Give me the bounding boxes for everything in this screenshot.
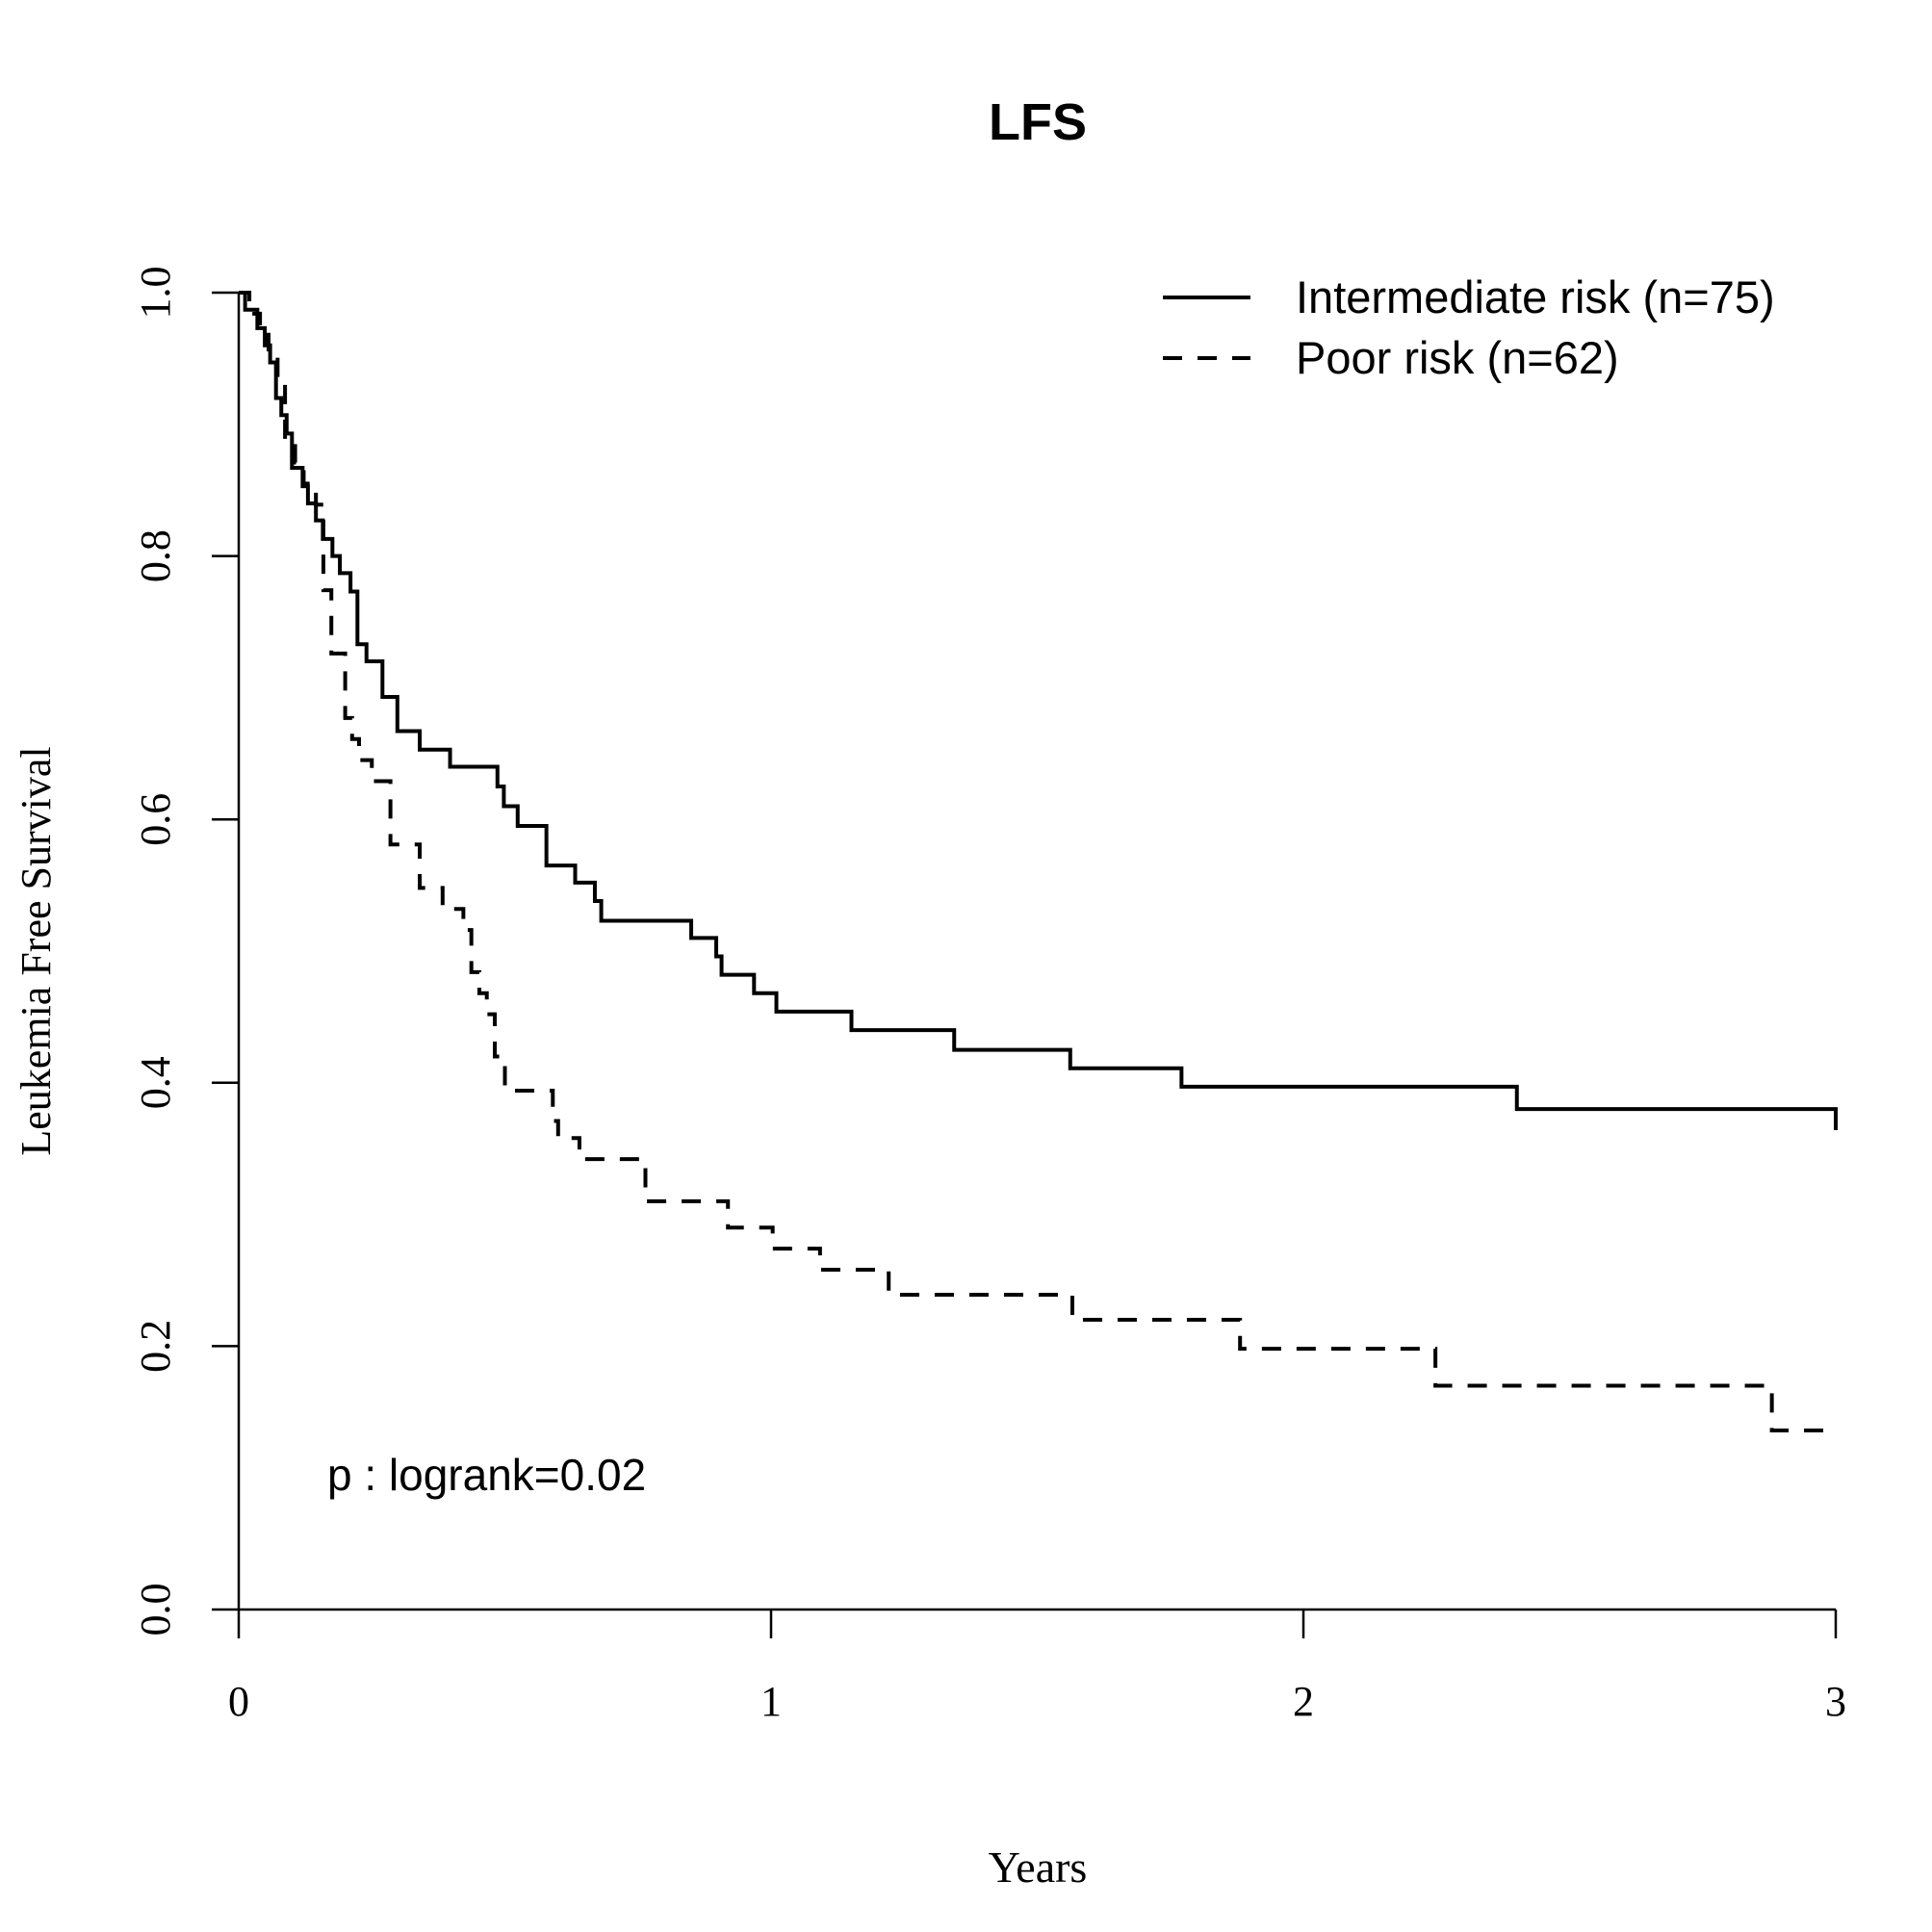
y-tick-label: 0.2 xyxy=(132,1320,179,1373)
x-tick-label: 0 xyxy=(228,1678,249,1725)
y-tick-label: 0.0 xyxy=(132,1584,179,1636)
y-tick-label: 0.8 xyxy=(132,529,179,582)
chart-title: LFS xyxy=(989,93,1087,151)
x-tick-label: 2 xyxy=(1293,1678,1314,1725)
y-axis-label: Leukemia Free Survival xyxy=(13,746,60,1155)
y-tick-label: 0.6 xyxy=(132,793,179,846)
logrank-annotation: p : logrank=0.02 xyxy=(327,1450,646,1500)
y-tick-label: 1.0 xyxy=(132,267,179,320)
legend: Intermediate risk (n=75) Poor risk (n=62… xyxy=(1163,271,1775,383)
legend-label-intermediate: Intermediate risk (n=75) xyxy=(1296,271,1775,322)
curve-intermediate-risk xyxy=(239,291,1838,1131)
x-tick-label: 1 xyxy=(760,1678,782,1725)
x-axis-label: Years xyxy=(989,1842,1088,1892)
legend-label-poor: Poor risk (n=62) xyxy=(1296,332,1619,383)
x-tick-label: 3 xyxy=(1825,1678,1846,1725)
curve-poor-risk xyxy=(239,291,1836,1432)
y-tick-label: 0.4 xyxy=(132,1056,179,1109)
